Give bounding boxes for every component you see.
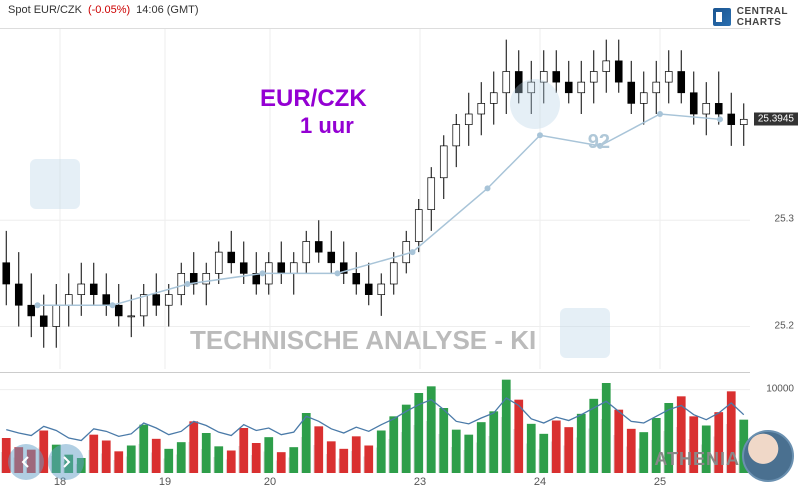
logo-icon — [713, 8, 731, 26]
current-price-tag: 25.3945 — [754, 112, 798, 125]
central-charts-logo[interactable]: CENTRALCHARTS — [713, 6, 788, 28]
x-axis: 181920232425 — [0, 476, 750, 496]
x-tick: 19 — [159, 476, 171, 488]
price-chart-svg — [0, 29, 750, 369]
chart-header: Spot EUR/CZK (-0.05%) 14:06 (GMT) — [8, 4, 199, 16]
nav-prev-button[interactable] — [8, 444, 44, 480]
nav-next-button[interactable] — [48, 444, 84, 480]
x-tick: 20 — [264, 476, 276, 488]
volume-chart[interactable] — [0, 372, 750, 472]
athenia-avatar[interactable] — [742, 430, 794, 482]
x-tick: 24 — [534, 476, 546, 488]
volume-chart-svg — [0, 373, 750, 473]
price-y-axis: 25.225.3 25.3945 — [750, 28, 800, 368]
x-tick: 25 — [654, 476, 666, 488]
deco-icon-3 — [560, 308, 610, 358]
deco-icon-1 — [30, 159, 80, 209]
x-tick: 23 — [414, 476, 426, 488]
price-change: (-0.05%) — [88, 4, 130, 16]
price-chart[interactable]: EUR/CZK 1 uur TECHNISCHE ANALYSE - KI 92 — [0, 28, 750, 368]
logo-text: CENTRALCHARTS — [737, 6, 788, 28]
athenia-label: ATHENIA — [654, 449, 740, 470]
timestamp: 14:06 (GMT) — [136, 4, 198, 16]
spot-label: Spot EUR/CZK — [8, 4, 82, 16]
deco-icon-2 — [510, 79, 560, 129]
